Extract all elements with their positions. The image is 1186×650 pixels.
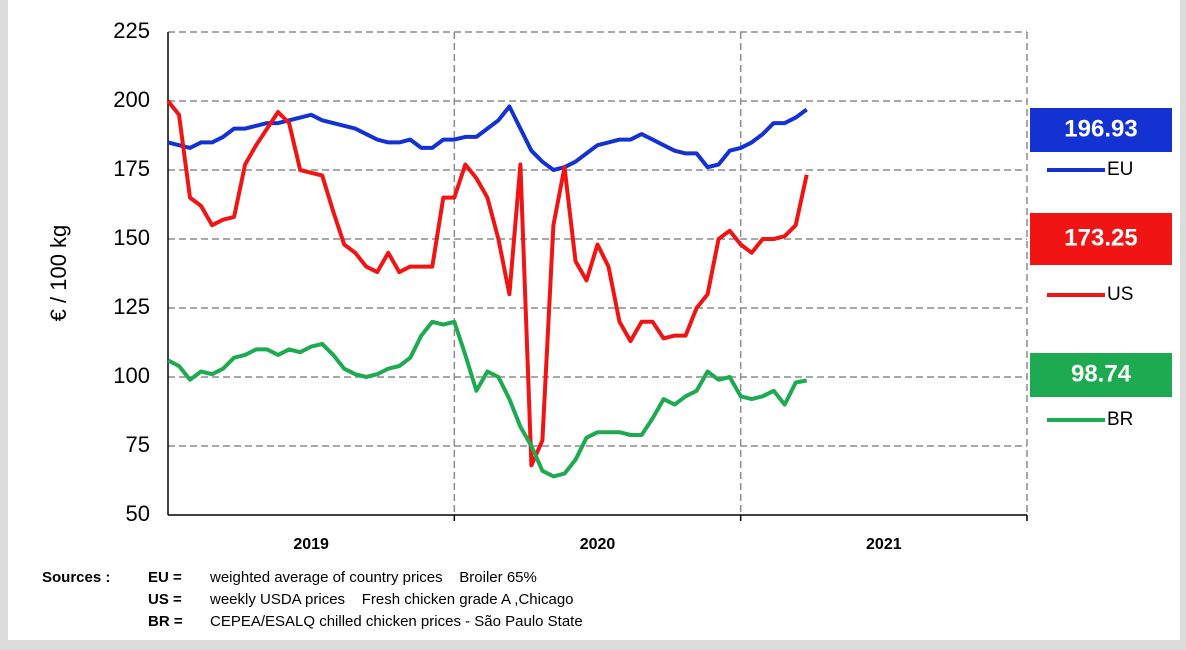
y-axis-label: € / 100 kg	[46, 225, 71, 322]
value-box	[1030, 108, 1172, 152]
x-tick-label: 2021	[866, 536, 902, 553]
source-text: CEPEA/ESALQ chilled chicken prices - São…	[210, 613, 583, 630]
y-tick-label: 100	[113, 363, 150, 388]
x-tick-label: 2020	[580, 536, 616, 553]
series-line	[167, 319, 808, 479]
source-text: weighted average of country prices Broil…	[209, 569, 537, 586]
source-key: EU =	[148, 569, 182, 586]
sources-label: Sources :	[42, 569, 110, 586]
source-text: weekly USDA prices Fresh chicken grade A…	[209, 591, 574, 608]
y-tick-label: 200	[113, 87, 150, 112]
source-key: US =	[148, 591, 182, 608]
x-tick-label: 2019	[293, 536, 329, 553]
y-tick-label: 150	[113, 225, 150, 250]
y-tick-label: 50	[126, 501, 150, 526]
y-tick-label: 125	[113, 294, 150, 319]
legend-label: US	[1107, 284, 1133, 305]
value-box-label: 196.93	[1064, 115, 1137, 142]
value-box-label: 173.25	[1064, 224, 1137, 251]
y-tick-label: 225	[113, 18, 150, 43]
series-line	[166, 99, 809, 468]
series-line	[167, 104, 808, 172]
value-box-label: 98.74	[1071, 360, 1132, 387]
y-tick-label: 75	[126, 432, 150, 457]
value-box	[1030, 213, 1172, 265]
source-key: BR =	[148, 613, 183, 630]
panel	[8, 0, 1180, 640]
legend-label: BR	[1107, 409, 1133, 430]
value-box	[1030, 353, 1172, 397]
legend-label: EU	[1107, 159, 1133, 180]
y-tick-label: 175	[113, 156, 150, 181]
